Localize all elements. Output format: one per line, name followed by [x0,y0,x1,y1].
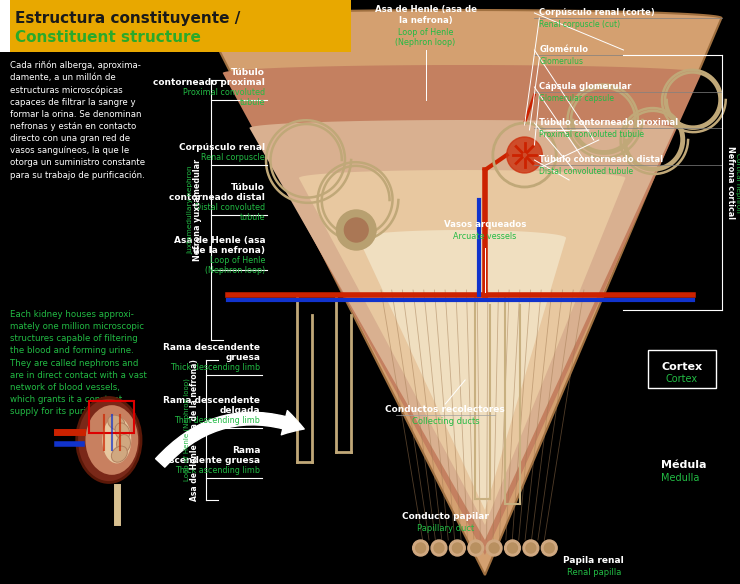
Circle shape [507,137,542,173]
Text: Constituent structure: Constituent structure [15,30,201,46]
Text: Renal papilla: Renal papilla [567,568,621,577]
Ellipse shape [115,423,130,440]
Text: Glomérulo: Glomérulo [539,45,588,54]
Ellipse shape [77,398,141,482]
Circle shape [508,543,517,553]
Circle shape [486,540,502,556]
Text: Vasos arqueados: Vasos arqueados [444,220,526,229]
Text: Túbulo contorneado proximal: Túbulo contorneado proximal [539,118,679,127]
Ellipse shape [112,446,127,462]
Text: Túbulo
contorneado proximal: Túbulo contorneado proximal [153,68,265,87]
Text: Loop of Henle: Loop of Henle [398,28,453,37]
Text: Thin descending limb: Thin descending limb [175,416,260,425]
Text: Cortex: Cortex [666,374,698,384]
Ellipse shape [116,434,130,453]
Text: Papillary duct: Papillary duct [417,524,474,533]
Circle shape [523,540,539,556]
Text: Conductos recolectores: Conductos recolectores [386,405,505,414]
Text: Corpúsculo renal (corte): Corpúsculo renal (corte) [539,8,655,17]
Text: Proximal convoluted
tubule: Proximal convoluted tubule [183,88,265,107]
Text: Cortical nephron: Cortical nephron [736,153,740,213]
Bar [0,0,10,52]
Bar [89,401,134,433]
Ellipse shape [102,416,131,463]
Text: Rama descendente
delgada: Rama descendente delgada [164,395,260,415]
Circle shape [505,540,520,556]
Text: Túbulo
contorneado distal: Túbulo contorneado distal [169,183,265,202]
Text: Nefrona yuxtamedular: Nefrona yuxtamedular [193,159,203,261]
Text: Médula: Médula [661,460,707,470]
Ellipse shape [85,405,138,475]
Text: Distal convoluted
tubule: Distal convoluted tubule [195,203,265,223]
Text: Cada riñón alberga, aproxima-
damente, a un millón de
estructuras microscópicas
: Cada riñón alberga, aproxima- damente, a… [10,60,145,180]
Circle shape [449,540,465,556]
Text: Asa de Henle (asa
de la nefrona): Asa de Henle (asa de la nefrona) [174,235,265,255]
Circle shape [526,543,536,553]
Text: Cápsula glomerular: Cápsula glomerular [539,82,632,91]
Circle shape [431,540,447,556]
Text: Renal corpuscle (cut): Renal corpuscle (cut) [539,20,621,29]
Text: Thick descending limb: Thick descending limb [170,363,260,372]
Text: Juxtamedullary nephron: Juxtamedullary nephron [187,166,193,254]
Text: Rama descendente
gruesa: Rama descendente gruesa [164,343,260,362]
Polygon shape [299,170,625,525]
Circle shape [545,543,554,553]
Text: Túbulo contorneado distal: Túbulo contorneado distal [539,155,664,164]
Text: Loop of Henle
(Nephron loop): Loop of Henle (Nephron loop) [205,256,265,276]
Circle shape [434,543,444,553]
Text: Loop of Henle (Nephron loop): Loop of Henle (Nephron loop) [184,378,190,481]
Polygon shape [203,10,722,575]
Circle shape [489,543,499,553]
Circle shape [413,540,428,556]
Text: Thick ascending limb: Thick ascending limb [175,466,260,475]
Polygon shape [358,230,566,510]
Text: Estructura constituyente /: Estructura constituyente / [15,11,240,26]
Text: Nefrona cortical: Nefrona cortical [726,147,735,220]
Circle shape [542,540,557,556]
Polygon shape [249,120,675,540]
Text: la nefrona): la nefrona) [399,16,452,25]
Text: Each kidney houses approxi-
mately one million microscopic
structures capable of: Each kidney houses approxi- mately one m… [10,310,147,416]
Text: Glomerulus: Glomerulus [539,57,583,66]
Text: Rama
ascendente gruesa: Rama ascendente gruesa [163,446,260,465]
Text: Collecting ducts: Collecting ducts [411,417,480,426]
Circle shape [471,543,481,553]
Circle shape [337,210,376,250]
Circle shape [468,540,484,556]
Polygon shape [223,65,702,555]
Bar [648,350,716,388]
Text: Proximal convoluted tubule: Proximal convoluted tubule [539,130,645,139]
Ellipse shape [108,415,125,430]
Text: (Nephron loop): (Nephron loop) [395,38,456,47]
Text: Glomerular capsule: Glomerular capsule [539,94,614,103]
Text: Conducto papilar: Conducto papilar [402,512,489,521]
Text: Medulla: Medulla [661,473,699,483]
Text: Renal corpuscle: Renal corpuscle [201,153,265,162]
Text: Cortex: Cortex [662,362,702,372]
Text: Asa de Henle (asa de la nefrona): Asa de Henle (asa de la nefrona) [190,359,200,501]
Text: Asa de Henle (asa de: Asa de Henle (asa de [374,5,477,14]
Circle shape [416,543,426,553]
Text: Arcuate vessels: Arcuate vessels [454,232,517,241]
Circle shape [344,218,369,242]
FancyArrowPatch shape [155,411,304,467]
Text: Distal convoluted tubule: Distal convoluted tubule [539,167,633,176]
Bar [0,0,352,52]
Text: Corpúsculo renal: Corpúsculo renal [179,143,265,152]
Circle shape [452,543,462,553]
Text: Papila renal: Papila renal [563,556,624,565]
